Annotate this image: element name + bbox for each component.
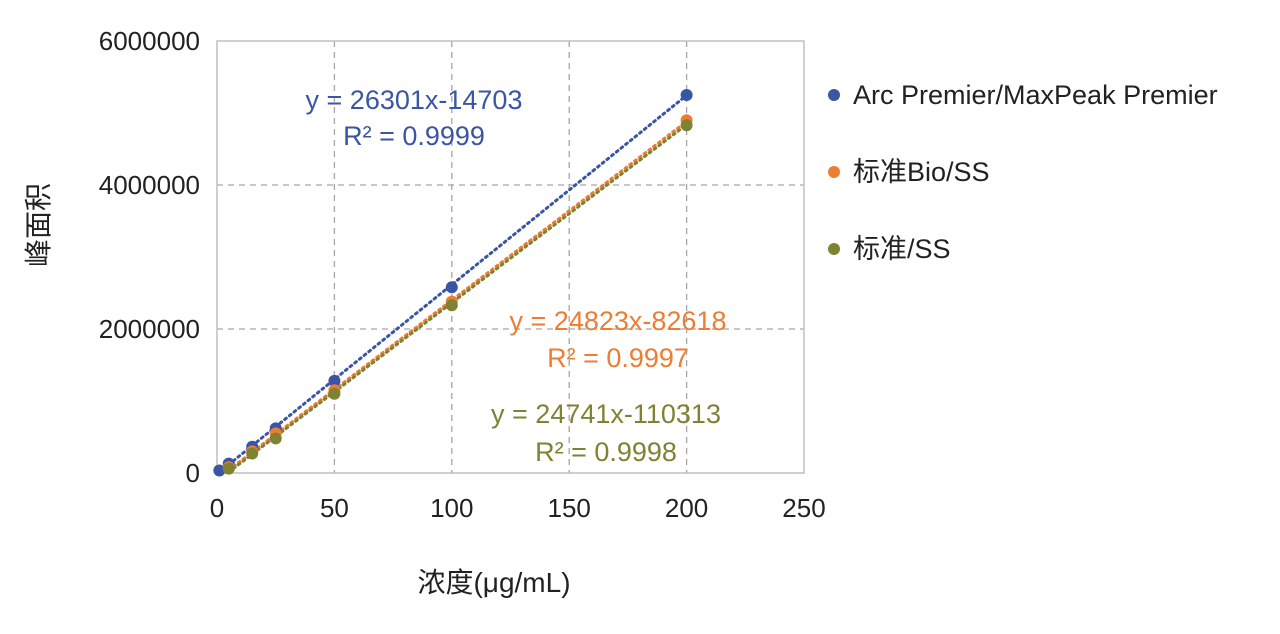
series-3-r2: R² = 0.9998 (535, 437, 677, 467)
legend-marker-bio-ss (828, 166, 840, 178)
trendline-series-2 (227, 119, 689, 472)
y-tick-label: 0 (186, 458, 200, 488)
y-tick-label: 6000000 (99, 26, 200, 56)
x-axis-title: 浓度(μg/mL) (417, 567, 570, 598)
legend-label-arc-premier: Arc Premier/MaxPeak Premier (853, 80, 1218, 110)
x-tick-label: 200 (665, 493, 708, 523)
x-tick-label: 100 (430, 493, 473, 523)
series-2-r2: R² = 0.9997 (547, 343, 689, 373)
data-point-series-1 (328, 374, 341, 387)
legend-marker-ss (828, 243, 840, 255)
trendline-series-3 (227, 123, 689, 474)
data-point-series-3 (269, 432, 282, 445)
tick-labels: 0 50 100 150 200 250 0 2000000 4000000 6000000 (99, 26, 826, 523)
series-1-equation: y = 26301x-14703 (306, 85, 523, 115)
legend: Arc Premier/MaxPeak Premier 标准Bio/SS 标准/… (828, 80, 1218, 264)
data-points (213, 89, 693, 477)
series-3-equation: y = 24741x-110313 (491, 399, 721, 429)
series-1-r2: R² = 0.9999 (343, 121, 485, 151)
y-tick-label: 4000000 (99, 170, 200, 200)
data-point-series-3 (680, 119, 693, 132)
data-point-series-3 (246, 447, 259, 460)
grid-lines (217, 41, 804, 473)
data-point-series-1 (213, 464, 226, 477)
plot-frame (216, 40, 805, 474)
data-point-series-3 (328, 387, 341, 400)
x-tick-label: 250 (782, 493, 825, 523)
y-tick-label: 2000000 (99, 314, 200, 344)
y-axis-title: 峰面积 (23, 183, 54, 267)
legend-marker-arc-premier (828, 89, 840, 101)
data-point-series-3 (222, 462, 235, 475)
x-tick-label: 0 (210, 493, 224, 523)
data-point-series-1 (680, 89, 693, 101)
legend-label-bio-ss: 标准Bio/SS (853, 157, 990, 187)
data-point-series-1 (445, 281, 458, 294)
x-tick-label: 50 (320, 493, 349, 523)
series-2-equation: y = 24823x-82618 (510, 306, 727, 336)
legend-label-ss: 标准/SS (853, 234, 951, 264)
data-point-series-3 (445, 299, 458, 312)
x-tick-label: 150 (548, 493, 591, 523)
